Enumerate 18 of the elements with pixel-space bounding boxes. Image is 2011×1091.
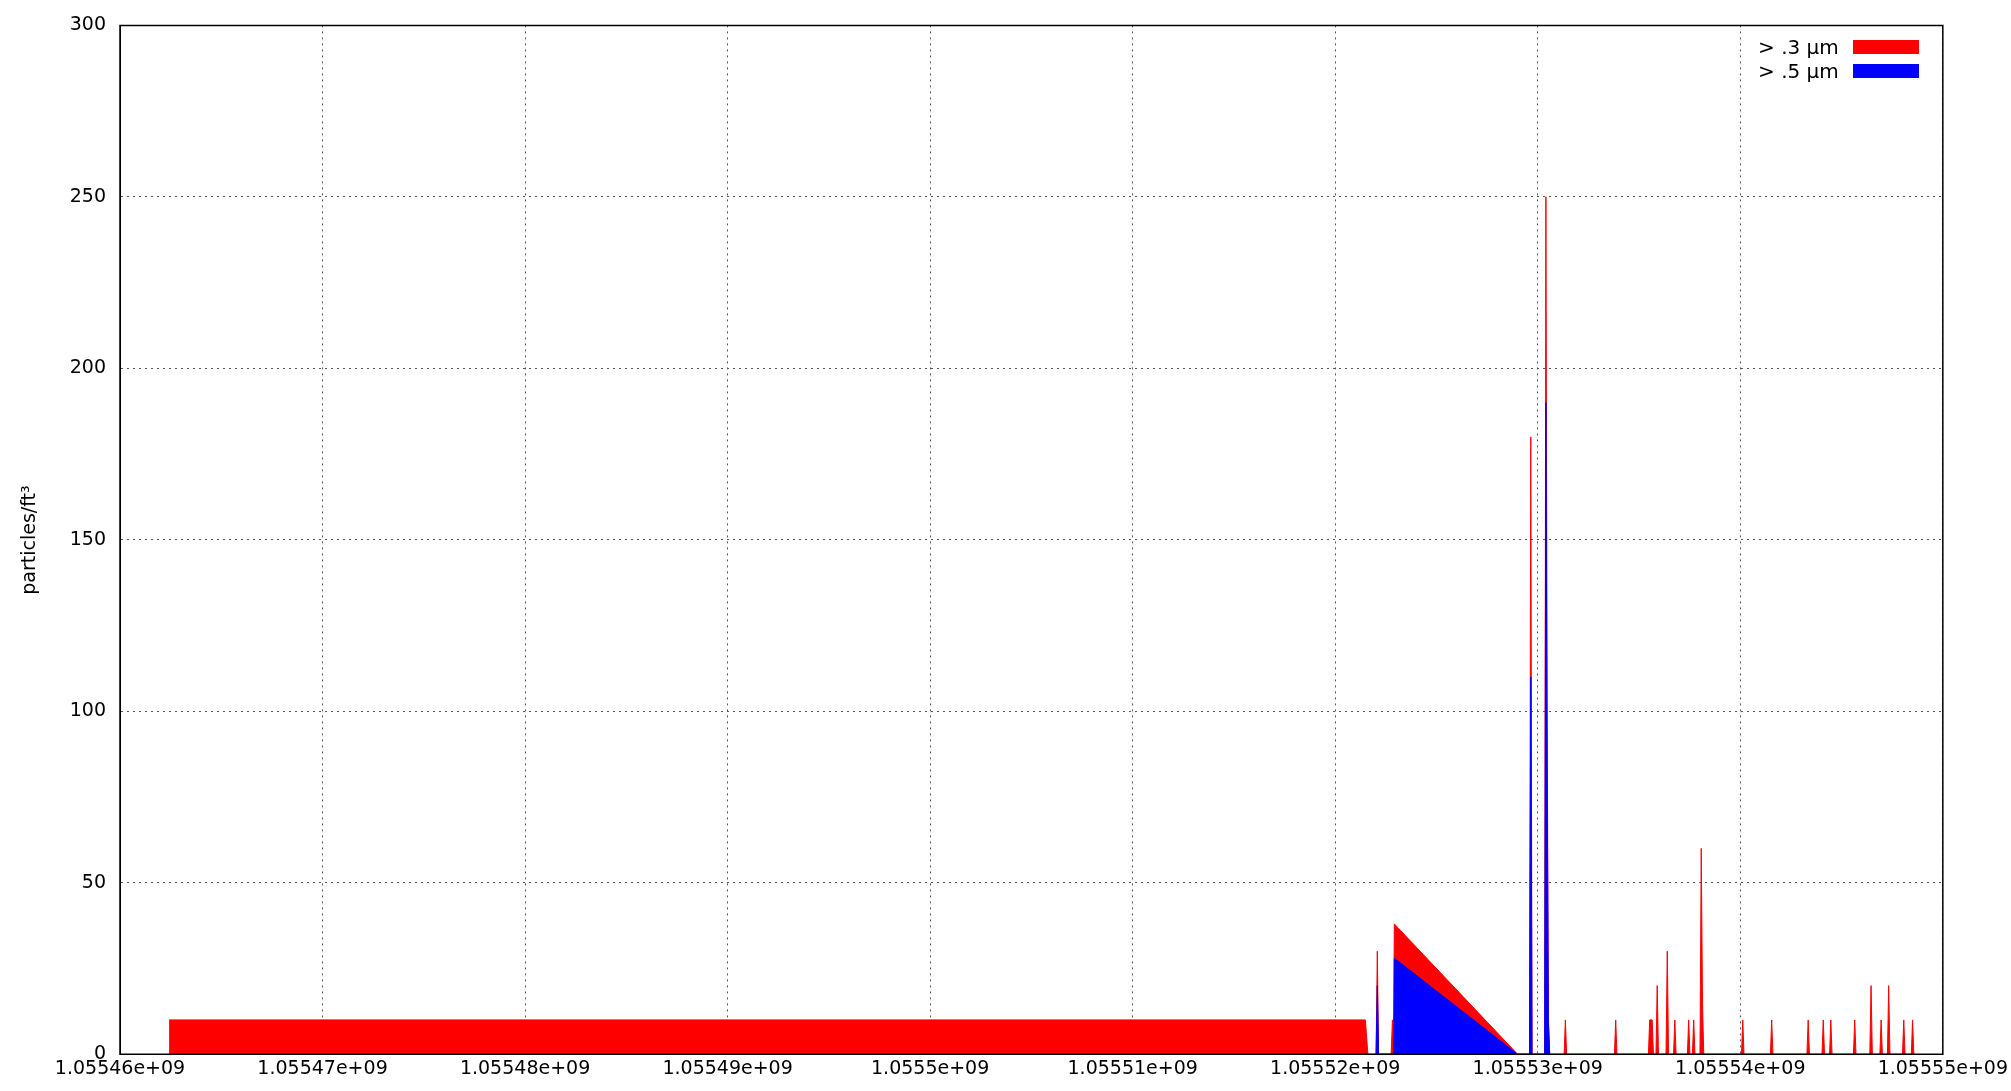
y-axis-title: particles/ft³ [17, 485, 39, 595]
y-tick-label: 250 [69, 183, 106, 206]
y-tick-label: 200 [69, 355, 106, 378]
y-tick-label: 50 [81, 869, 106, 892]
y-tick-label: 150 [69, 526, 106, 549]
x-tick-label: 1.0555e+09 [871, 1055, 990, 1078]
x-tick-label: 1.05555e+09 [1877, 1055, 2008, 1078]
legend-label: > .3 µm [1758, 35, 1839, 60]
y-tick-label: 100 [69, 698, 106, 721]
x-tick-label: 1.05547e+09 [257, 1055, 388, 1078]
x-tick-label: 1.05554e+09 [1675, 1055, 1806, 1078]
x-tick-label: 1.05552e+09 [1270, 1055, 1401, 1078]
x-tick-label: 1.05549e+09 [662, 1055, 793, 1078]
x-tick-label: 1.05551e+09 [1067, 1055, 1198, 1078]
y-tick-label: 300 [69, 12, 106, 35]
legend-label: > .5 µm [1758, 59, 1839, 84]
x-tick-label: 1.05548e+09 [459, 1055, 591, 1078]
x-tick-label: 1.05553e+09 [1472, 1055, 1603, 1078]
